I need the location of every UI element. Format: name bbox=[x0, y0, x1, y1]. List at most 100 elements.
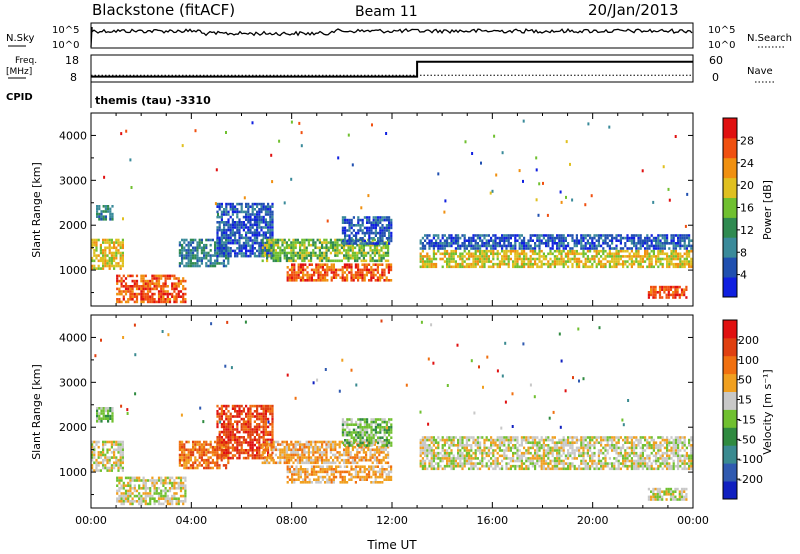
power-cell bbox=[562, 265, 565, 269]
power-cell bbox=[209, 259, 212, 263]
power-cell bbox=[220, 221, 223, 224]
velocity-cell bbox=[225, 436, 228, 439]
power-cell bbox=[525, 242, 528, 245]
velocity-cell bbox=[387, 451, 390, 454]
power-cell bbox=[435, 257, 438, 261]
power-cell bbox=[527, 247, 530, 250]
velocity-cell bbox=[93, 445, 96, 449]
power-cell bbox=[635, 257, 638, 261]
power-cell bbox=[534, 260, 537, 263]
power-cell bbox=[661, 234, 664, 237]
velocity-cell bbox=[234, 446, 237, 449]
power-cell bbox=[205, 256, 208, 260]
velocity-cell bbox=[124, 500, 128, 503]
velocity-cell bbox=[162, 481, 165, 485]
power-cell bbox=[175, 277, 178, 280]
power-cell bbox=[268, 249, 271, 252]
power-cell bbox=[679, 236, 682, 240]
velocity-cell bbox=[347, 448, 350, 452]
power-cell bbox=[294, 251, 297, 255]
velocity-cell bbox=[381, 465, 384, 468]
power-cell bbox=[483, 234, 486, 237]
velocity-cell bbox=[268, 461, 271, 465]
velocity-cell bbox=[388, 441, 391, 445]
power-cell bbox=[181, 256, 184, 260]
velocity-cell bbox=[390, 418, 393, 421]
power-cell bbox=[602, 239, 605, 242]
power-cell bbox=[274, 254, 277, 257]
velocity-cell bbox=[290, 458, 293, 462]
velocity-cell bbox=[200, 448, 203, 452]
power-cell bbox=[474, 247, 477, 250]
power-cell bbox=[338, 238, 341, 242]
power-cell bbox=[567, 255, 570, 258]
velocity-cell bbox=[110, 466, 113, 470]
power-cell bbox=[350, 279, 353, 282]
power-cell bbox=[229, 215, 232, 219]
power-cell bbox=[245, 244, 248, 247]
power-cell bbox=[390, 239, 393, 243]
power-cell bbox=[388, 229, 391, 232]
power-cell bbox=[338, 259, 341, 263]
power-cell bbox=[679, 265, 682, 269]
power-cell bbox=[299, 251, 302, 255]
velocity-cell bbox=[185, 456, 188, 459]
power-cell bbox=[303, 243, 306, 247]
power-cell bbox=[652, 244, 655, 248]
power-cell bbox=[678, 285, 681, 289]
power-cell bbox=[267, 210, 270, 214]
velocity-cell bbox=[91, 453, 94, 457]
power-cell bbox=[663, 234, 666, 237]
power-cell bbox=[249, 254, 252, 258]
power-cell bbox=[290, 249, 293, 252]
power-cell bbox=[109, 207, 112, 211]
velocity-cell bbox=[120, 487, 123, 490]
power-cell bbox=[374, 242, 377, 245]
velocity-cell bbox=[129, 500, 132, 503]
power-cell bbox=[437, 236, 440, 240]
velocity-cell bbox=[249, 438, 252, 442]
velocity-cell bbox=[308, 481, 311, 484]
power-cell bbox=[315, 268, 318, 272]
velocity-cell bbox=[366, 431, 369, 434]
power-cell bbox=[238, 223, 241, 227]
velocity-cell bbox=[261, 443, 264, 446]
velocity-cell bbox=[183, 445, 186, 449]
velocity-cell bbox=[286, 470, 289, 474]
velocity-cell bbox=[227, 415, 230, 418]
power-cell bbox=[102, 251, 105, 255]
power-cell bbox=[332, 259, 335, 263]
power-cell bbox=[617, 257, 620, 261]
power-cell bbox=[256, 221, 259, 224]
velocity-cell bbox=[183, 456, 186, 459]
velocity-cell bbox=[203, 445, 206, 449]
power-cell bbox=[437, 247, 440, 250]
velocity-cell bbox=[91, 440, 94, 444]
power-cell bbox=[657, 244, 660, 248]
power-cell bbox=[178, 243, 181, 247]
power-cell bbox=[162, 300, 165, 304]
power-cell bbox=[286, 273, 289, 277]
power-cell bbox=[264, 247, 267, 250]
velocity-cell bbox=[318, 448, 321, 452]
power-frame bbox=[90, 112, 694, 307]
velocity-cell bbox=[369, 451, 372, 454]
power-cell bbox=[240, 226, 243, 229]
power-cell bbox=[299, 263, 302, 266]
velocity-cell bbox=[185, 466, 188, 470]
power-cell bbox=[234, 236, 237, 240]
power-cell bbox=[357, 221, 360, 224]
power-cell bbox=[674, 288, 677, 291]
velocity-cell bbox=[120, 500, 123, 503]
power-cell bbox=[144, 295, 147, 298]
power-cell bbox=[335, 271, 338, 274]
power-cell bbox=[354, 259, 357, 263]
power-cell bbox=[264, 221, 267, 224]
velocity-cell bbox=[187, 458, 190, 462]
velocity-cell bbox=[98, 407, 101, 410]
velocity-cell bbox=[368, 475, 371, 479]
velocity-cell bbox=[100, 409, 103, 413]
velocity-cell bbox=[354, 453, 357, 457]
power-cell bbox=[628, 247, 631, 250]
power-cell bbox=[655, 260, 658, 263]
